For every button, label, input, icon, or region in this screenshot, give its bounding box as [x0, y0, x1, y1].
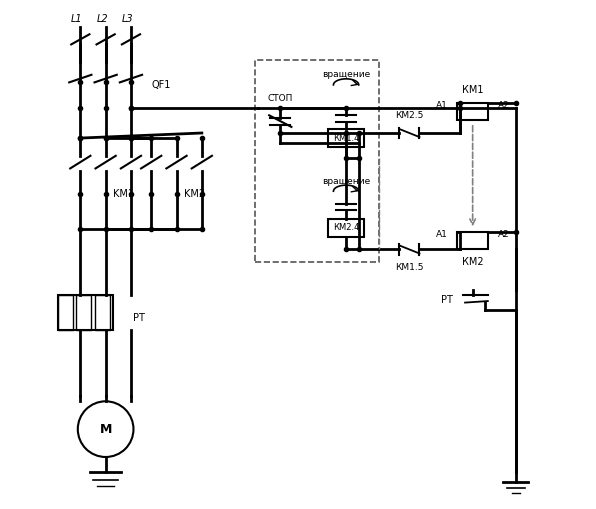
Bar — [328, 219, 364, 237]
Text: вращение: вращение — [322, 70, 370, 79]
Text: M: M — [100, 422, 112, 436]
Text: A2: A2 — [498, 230, 510, 239]
Bar — [328, 129, 364, 147]
Text: KM2: KM2 — [184, 189, 205, 199]
Text: КМ1.4: КМ1.4 — [333, 133, 359, 143]
Text: L1: L1 — [71, 14, 83, 24]
Text: A1: A1 — [436, 101, 448, 109]
Text: СТОП: СТОП — [268, 94, 293, 103]
Text: L3: L3 — [122, 14, 134, 24]
Bar — [58, 295, 113, 330]
Text: L2: L2 — [97, 14, 108, 24]
Text: КМ2: КМ2 — [462, 257, 483, 267]
Text: КМ2.4: КМ2.4 — [333, 223, 359, 233]
Bar — [458, 232, 488, 249]
Text: A2: A2 — [498, 101, 510, 109]
Text: КМ1.5: КМ1.5 — [395, 263, 424, 272]
Text: PT: PT — [134, 313, 145, 323]
Bar — [95, 295, 110, 330]
Bar — [76, 295, 91, 330]
Text: КМ1: КМ1 — [462, 85, 483, 95]
Bar — [458, 103, 488, 120]
Text: вращение: вращение — [322, 177, 370, 186]
Text: КМ2.5: КМ2.5 — [395, 111, 424, 120]
Text: PT: PT — [440, 295, 452, 305]
Text: A1: A1 — [436, 230, 448, 239]
Text: QF1: QF1 — [151, 80, 170, 90]
Bar — [58, 295, 73, 330]
Text: KM1: KM1 — [113, 189, 134, 199]
